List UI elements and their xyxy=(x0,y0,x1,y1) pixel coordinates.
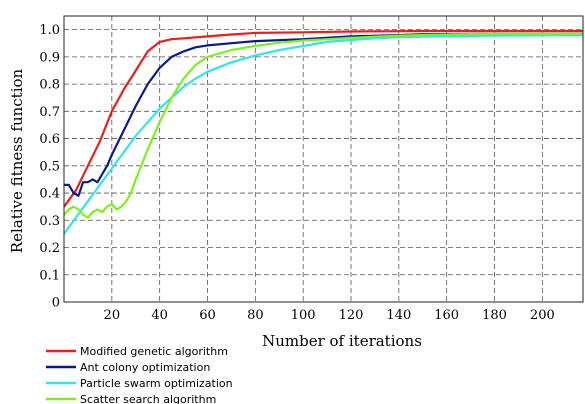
x-tick-label: 40 xyxy=(151,308,168,323)
series-line-2 xyxy=(64,32,583,197)
x-tick-label: 160 xyxy=(434,308,459,323)
x-tick-label: 60 xyxy=(199,308,216,323)
series-lines xyxy=(63,29,584,235)
y-tick-label: 0.4 xyxy=(39,187,60,202)
x-tick-label: 100 xyxy=(291,308,316,323)
x-tick-label: 140 xyxy=(386,308,411,323)
grid xyxy=(64,16,583,302)
legend: Modified genetic algorithm Ant colony opt… xyxy=(46,345,233,404)
x-axis-title: Number of iterations xyxy=(262,332,422,350)
y-tick-label: 0.6 xyxy=(39,132,60,147)
y-tick-label: 0 xyxy=(52,296,60,311)
x-tick-label: 200 xyxy=(530,308,555,323)
y-tick-label: 0.5 xyxy=(39,159,60,174)
y-axis-ticks: 0 0.1 0.2 0.3 0.4 0.5 0.6 0.7 0.8 0.9 1.0 xyxy=(39,23,60,310)
x-tick-label: 120 xyxy=(339,308,364,323)
legend-label-3: Particle swarm optimization xyxy=(80,377,233,390)
x-axis-ticks: 20 40 60 80 100 120 140 160 180 200 xyxy=(104,308,555,323)
legend-label-4: Scatter search algorithm xyxy=(80,393,216,404)
x-tick-label: 80 xyxy=(247,308,264,323)
legend-label-1: Modified genetic algorithm xyxy=(80,345,228,358)
x-tick-label: 180 xyxy=(482,308,507,323)
y-tick-label: 0.8 xyxy=(39,78,60,93)
y-tick-label: 0.7 xyxy=(39,105,60,120)
y-tick-label: 1.0 xyxy=(39,23,60,38)
y-tick-label: 0.9 xyxy=(39,50,60,65)
y-tick-label: 0.3 xyxy=(39,214,60,229)
legend-label-2: Ant colony optimization xyxy=(80,361,210,374)
y-axis-title: Relative fitness function xyxy=(8,68,26,253)
plot-frame xyxy=(63,15,584,303)
series-line-1 xyxy=(63,29,583,208)
y-tick-label: 0.2 xyxy=(39,241,60,256)
series-line-3 xyxy=(63,34,584,235)
y-tick-label: 0.1 xyxy=(39,268,60,283)
x-tick-label: 20 xyxy=(104,308,121,323)
series-line-4 xyxy=(63,32,583,219)
